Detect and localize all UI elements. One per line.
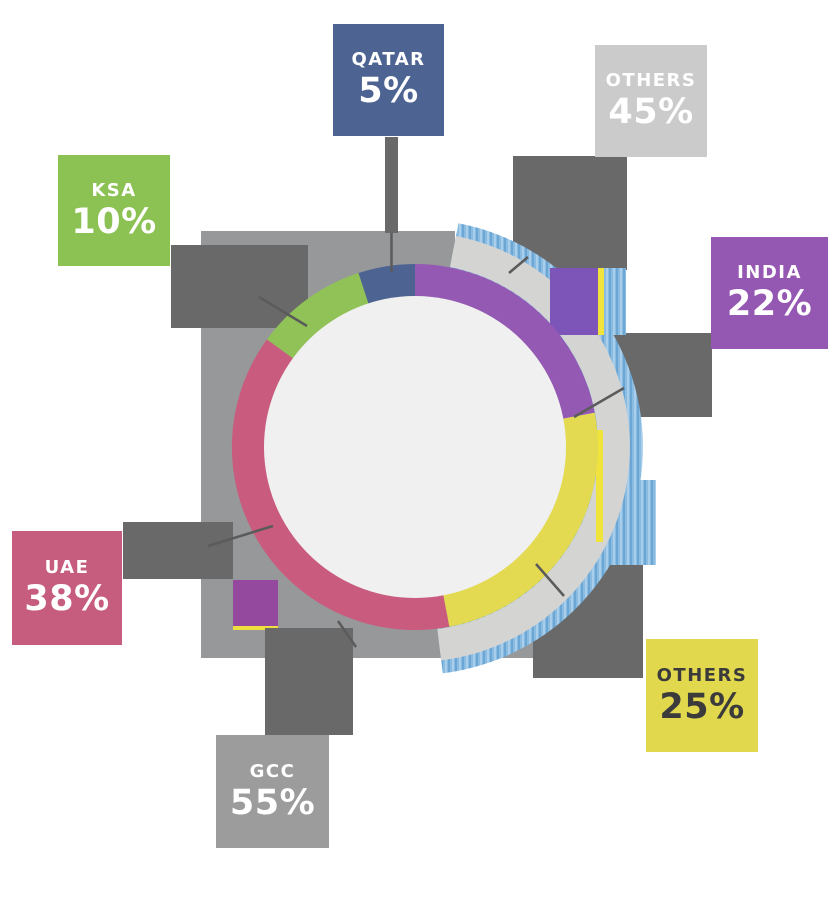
ring-segment-uae — [231, 339, 450, 631]
gcc-connector-block — [265, 628, 353, 735]
yellow-artifact-line-right — [596, 430, 603, 542]
label-card-others-international-value: 45% — [608, 92, 694, 132]
gcc-connector-line — [336, 620, 358, 648]
uae-connector-line — [207, 524, 274, 548]
ksa-connector-line — [258, 295, 308, 328]
label-card-gcc: GCC 55% — [216, 735, 329, 848]
outer-ring-others-segment-layer — [437, 236, 630, 661]
label-card-others-gcc-value: 25% — [659, 686, 745, 727]
label-card-ksa-title: KSA — [91, 179, 137, 201]
artifact-rect-top-right — [550, 268, 604, 542]
label-card-india-title: INDIA — [737, 262, 802, 283]
label-card-qatar-title: QATAR — [351, 49, 426, 70]
qatar-connector-stick — [385, 137, 398, 233]
label-card-ksa: KSA 10% — [58, 155, 170, 266]
others-intl-connector-block — [513, 156, 627, 270]
label-card-gcc-value: 55% — [229, 782, 316, 823]
artifact-rect-bottom-left — [233, 580, 278, 630]
label-card-india: INDIA 22% — [711, 237, 828, 349]
others-intl-connector-line — [508, 256, 529, 274]
blue-stripe-artifact-top-right — [604, 268, 626, 335]
label-card-uae: UAE 38% — [12, 531, 122, 645]
yellow-artifact-line — [598, 268, 604, 335]
purple-artifact — [550, 268, 598, 335]
label-card-qatar-value: 5% — [358, 71, 419, 111]
yellow-artifact-line — [233, 626, 278, 630]
label-card-others-international-title: OTHERS — [605, 70, 697, 91]
india-connector-line — [573, 386, 625, 419]
label-card-gcc-title: GCC — [249, 760, 296, 782]
ring-segment-others — [443, 412, 599, 627]
uae-connector-block — [123, 522, 233, 579]
purple-artifact — [233, 580, 278, 627]
connector-lines — [207, 233, 625, 648]
others-gcc-connector-line — [535, 563, 565, 597]
label-card-india-value: 22% — [726, 284, 813, 324]
label-card-uae-value: 38% — [24, 579, 110, 619]
ring-segment-qatar — [358, 264, 415, 304]
donut-center-disc — [264, 296, 566, 598]
label-card-others-gcc-title: OTHERS — [656, 664, 748, 686]
outer-ring-others-segment — [437, 236, 630, 661]
label-card-qatar: QATAR 5% — [333, 24, 444, 136]
ring-segment-ksa — [266, 273, 369, 359]
label-card-others-gcc: OTHERS 25% — [646, 639, 758, 752]
label-card-others-international: OTHERS 45% — [595, 45, 707, 157]
label-card-ksa-value: 10% — [71, 201, 157, 242]
label-card-uae-title: UAE — [44, 557, 90, 578]
